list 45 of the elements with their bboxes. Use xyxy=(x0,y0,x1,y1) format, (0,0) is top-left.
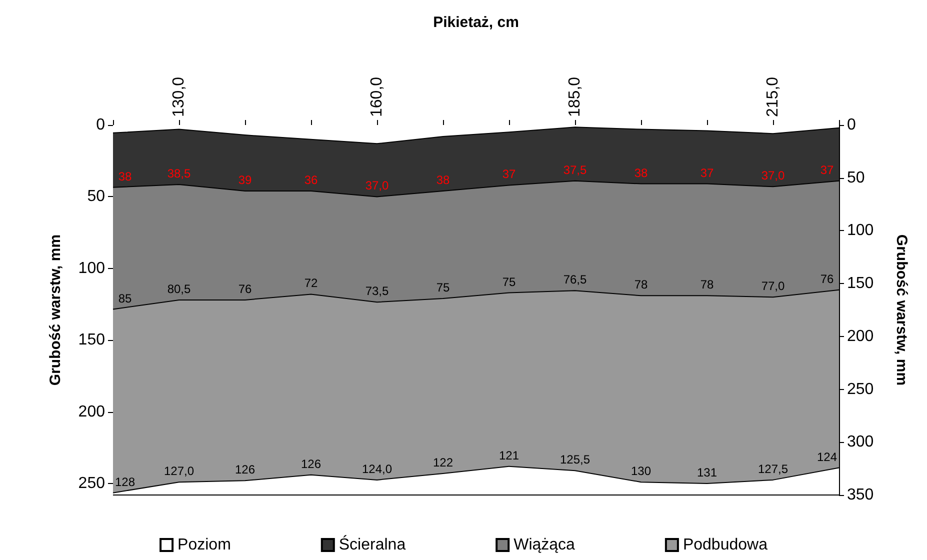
y2-axis-title: Grubość warstw, mm xyxy=(893,234,910,386)
data-label: 127,5 xyxy=(758,462,788,476)
y-tick-label: 0 xyxy=(96,116,106,134)
data-label: 122 xyxy=(432,455,454,470)
y-axis-title: Grubość warstw, mm xyxy=(47,234,64,386)
y2-tick-label: 50 xyxy=(847,169,865,186)
data-label: 124,0 xyxy=(362,462,392,476)
y2-tick-label: 350 xyxy=(847,486,874,504)
y-tick-label: 150 xyxy=(78,332,106,349)
data-label: 130 xyxy=(630,464,652,478)
data-label: 127,0 xyxy=(164,464,194,478)
legend-label: Podbudowa xyxy=(682,536,768,554)
y2-tick-label: 0 xyxy=(847,116,856,134)
data-label: 37 xyxy=(502,167,516,182)
y-tick-label: 200 xyxy=(78,403,106,420)
y2-tick-label: 250 xyxy=(847,380,874,398)
legend-label: Poziom xyxy=(178,536,231,554)
x-axis-title: Pikietaż, cm xyxy=(433,14,519,31)
data-label: 37 xyxy=(700,166,714,180)
y2-tick-label: 300 xyxy=(847,434,874,451)
data-label: 38 xyxy=(118,169,132,184)
data-label: 131 xyxy=(696,466,718,480)
data-label: 126 xyxy=(234,462,256,477)
data-label: 38 xyxy=(634,166,648,180)
data-label: 124 xyxy=(816,450,838,464)
data-label: 128 xyxy=(114,474,136,489)
y-tick-label: 50 xyxy=(87,188,106,206)
y2-tick-label: 150 xyxy=(847,275,874,292)
data-label: 37,0 xyxy=(761,168,785,183)
x-tick-label: 130,0 xyxy=(170,76,188,117)
x-tick-label: 160,0 xyxy=(368,76,386,117)
x-tick-label: 215,0 xyxy=(764,76,782,117)
data-label: 126 xyxy=(300,456,322,471)
data-label: 121 xyxy=(498,448,520,462)
y2-tick-label: 100 xyxy=(847,222,874,240)
y2-tick-label: 200 xyxy=(847,328,874,345)
x-tick-label: 185,0 xyxy=(566,76,584,117)
data-label: 38,5 xyxy=(167,166,191,181)
y-tick-label: 100 xyxy=(78,260,106,277)
data-label: 37,5 xyxy=(563,162,587,177)
y-tick-label: 250 xyxy=(78,475,106,492)
data-label: 125,5 xyxy=(560,452,590,467)
data-label: 37 xyxy=(820,162,834,177)
legend-label: Wiążąca xyxy=(514,536,576,554)
legend-label: Ścieralna xyxy=(338,534,406,554)
